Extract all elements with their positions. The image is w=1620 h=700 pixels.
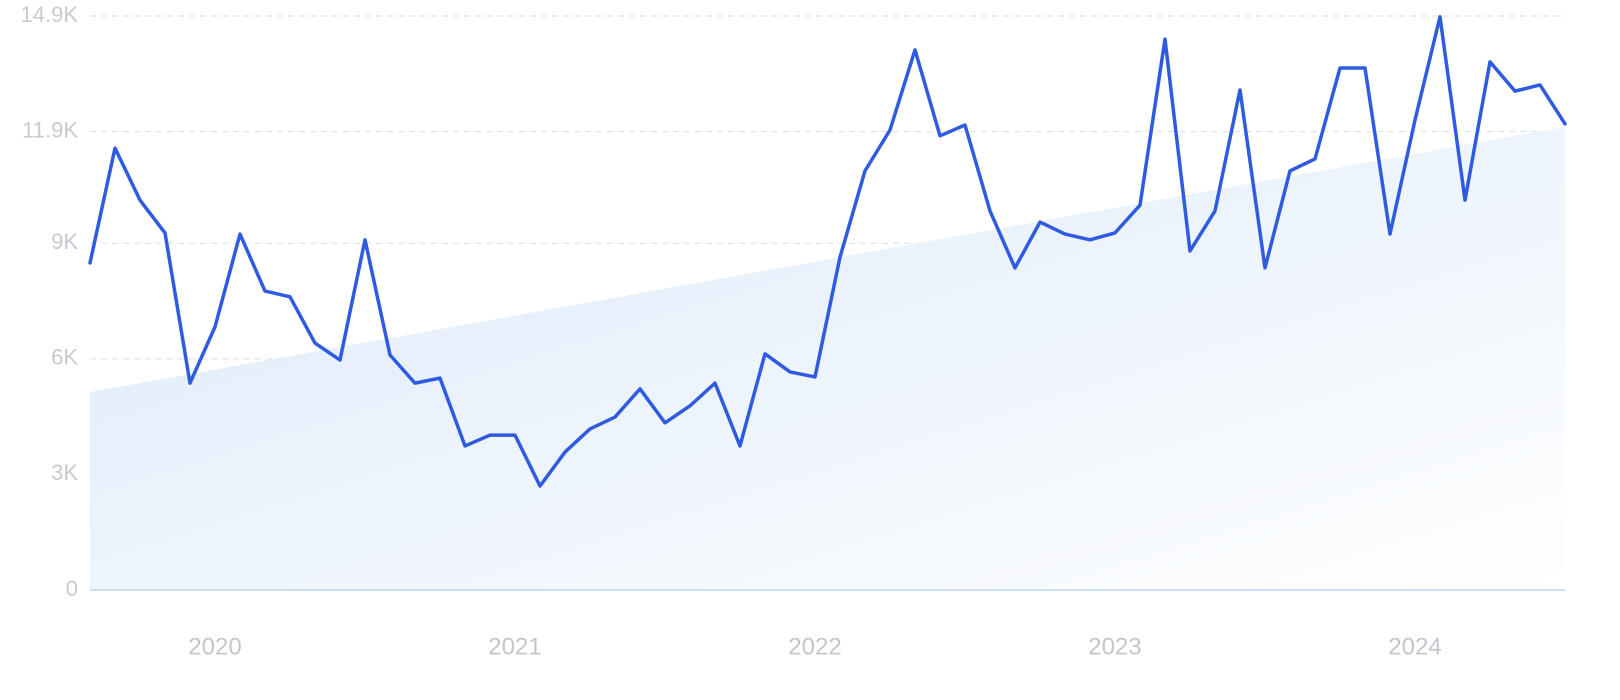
y-tick-label: 11.9K [22,117,78,142]
trend-area [90,126,1565,590]
y-tick-label: 0 [66,576,78,601]
data-line [88,15,1567,488]
y-tick-label: 14.9K [21,2,79,27]
x-tick-label: 2023 [1088,633,1141,660]
y-tick-label: 3K [51,460,78,485]
x-tick-label: 2021 [488,633,541,660]
x-tick-label: 2020 [188,633,241,660]
y-tick-label: 6K [51,345,78,370]
x-tick-label: 2024 [1388,633,1441,660]
y-tick-label: 9K [51,229,78,254]
x-tick-label: 2022 [788,633,841,660]
